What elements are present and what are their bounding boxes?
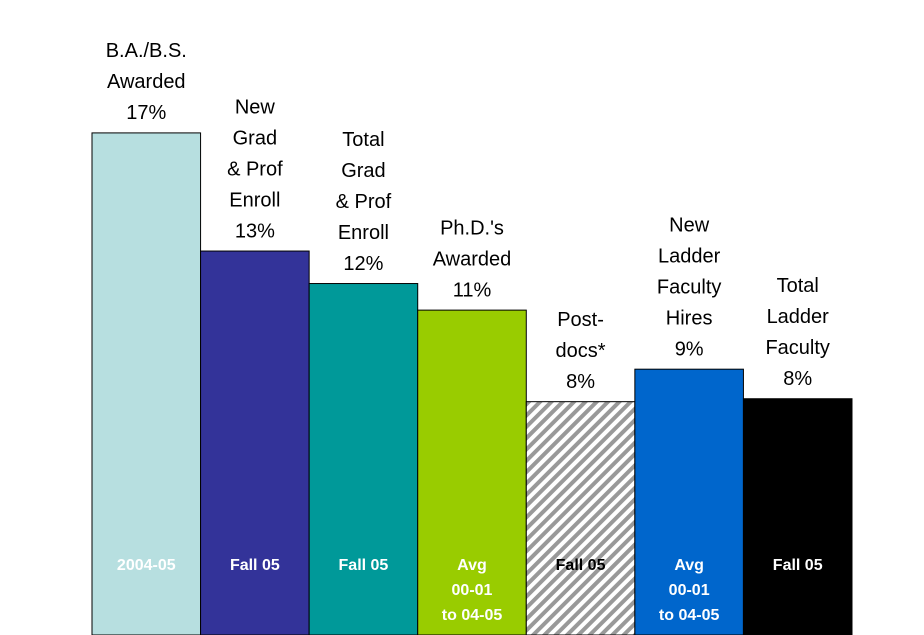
bar (308, 283, 419, 635)
period-label: Fall 05 (339, 557, 389, 574)
bar (417, 309, 527, 635)
category-label: Total (342, 129, 384, 151)
category-label: Enroll (338, 222, 389, 244)
period-label: Avg (674, 557, 704, 574)
value-label: 17% (126, 102, 166, 124)
bar (742, 398, 853, 635)
period-label: Fall 05 (556, 557, 606, 574)
category-label: Total (777, 275, 819, 297)
category-label: Post- (557, 309, 604, 331)
category-label: Grad (233, 127, 277, 149)
category-label: B.A./B.S. (106, 40, 187, 62)
category-label: Awarded (433, 248, 512, 270)
value-label: 8% (783, 368, 812, 390)
category-label: docs* (556, 340, 606, 362)
value-label: 8% (566, 371, 595, 393)
category-label: Ladder (767, 306, 830, 328)
category-label: Faculty (657, 276, 721, 298)
period-label: Fall 05 (773, 557, 823, 574)
category-label: Faculty (765, 337, 829, 359)
period-label: to 04-05 (442, 607, 503, 624)
category-label: & Prof (336, 191, 392, 213)
category-label: Hires (666, 307, 713, 329)
period-label: Avg (457, 557, 487, 574)
period-label: 2004-05 (117, 557, 176, 574)
value-label: 11% (453, 279, 492, 301)
bar (634, 368, 744, 635)
bar (200, 250, 310, 635)
bar (91, 132, 202, 635)
category-label: Awarded (107, 71, 186, 93)
period-label: to 04-05 (659, 607, 720, 624)
value-label: 12% (343, 253, 383, 275)
category-label: Ph.D.'s (440, 217, 504, 239)
value-label: 13% (235, 220, 275, 242)
category-label: New (669, 214, 710, 236)
value-label: 9% (675, 338, 704, 360)
category-label: Grad (341, 160, 385, 182)
period-label: 00-01 (452, 582, 493, 599)
category-label: Ladder (658, 245, 721, 267)
period-label: 00-01 (669, 582, 710, 599)
period-label: Fall 05 (230, 557, 280, 574)
category-label: & Prof (227, 158, 283, 180)
category-label: Enroll (229, 189, 280, 211)
bar (525, 401, 636, 635)
category-label: New (235, 96, 276, 118)
